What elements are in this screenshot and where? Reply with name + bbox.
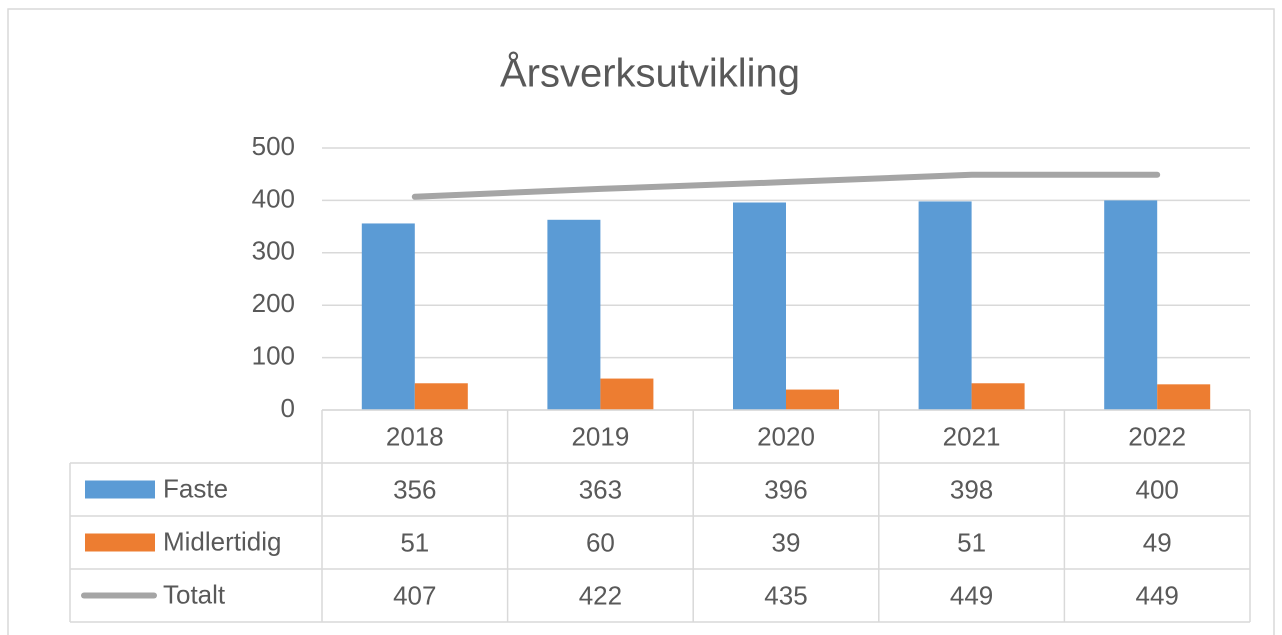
x-tick-label: 2021 [943, 421, 1001, 451]
bar [414, 383, 468, 410]
table-value: 60 [586, 527, 615, 557]
table-value: 39 [772, 527, 801, 557]
chart-title: Årsverksutvikling [500, 51, 800, 96]
bar [547, 219, 601, 410]
legend-label: Totalt [163, 579, 226, 609]
table-value: 400 [1136, 474, 1179, 504]
y-tick-label: 0 [281, 393, 295, 423]
table-value: 422 [579, 580, 622, 610]
table-value: 356 [393, 474, 436, 504]
table-value: 396 [764, 474, 807, 504]
y-tick-label: 200 [252, 288, 295, 318]
y-tick-label: 500 [252, 131, 295, 161]
table-value: 49 [1143, 527, 1172, 557]
y-tick-label: 300 [252, 236, 295, 266]
table-value: 51 [957, 527, 986, 557]
bar [1104, 200, 1158, 410]
y-tick-label: 100 [252, 340, 295, 370]
bar [361, 223, 415, 410]
bar [918, 201, 972, 410]
x-tick-label: 2022 [1128, 421, 1186, 451]
legend-label: Faste [163, 473, 228, 503]
chart-border [7, 8, 1275, 635]
table-value: 407 [393, 580, 436, 610]
legend-key [85, 480, 155, 499]
line-series [411, 171, 1161, 200]
x-tick-label: 2020 [757, 421, 815, 451]
table-value: 435 [764, 580, 807, 610]
bar [786, 389, 839, 410]
legend-key [85, 533, 155, 552]
x-tick-label: 2019 [571, 421, 629, 451]
y-tick-label: 400 [252, 183, 295, 213]
bar [600, 378, 654, 410]
bar [1157, 384, 1211, 410]
table-value: 398 [950, 474, 993, 504]
bar [733, 202, 786, 410]
bar [971, 383, 1025, 410]
legend-label: Midlertidig [163, 526, 282, 556]
table-value: 449 [1136, 580, 1179, 610]
table-value: 363 [579, 474, 622, 504]
table-value: 449 [950, 580, 993, 610]
x-tick-label: 2018 [386, 421, 444, 451]
table-value: 51 [400, 527, 429, 557]
